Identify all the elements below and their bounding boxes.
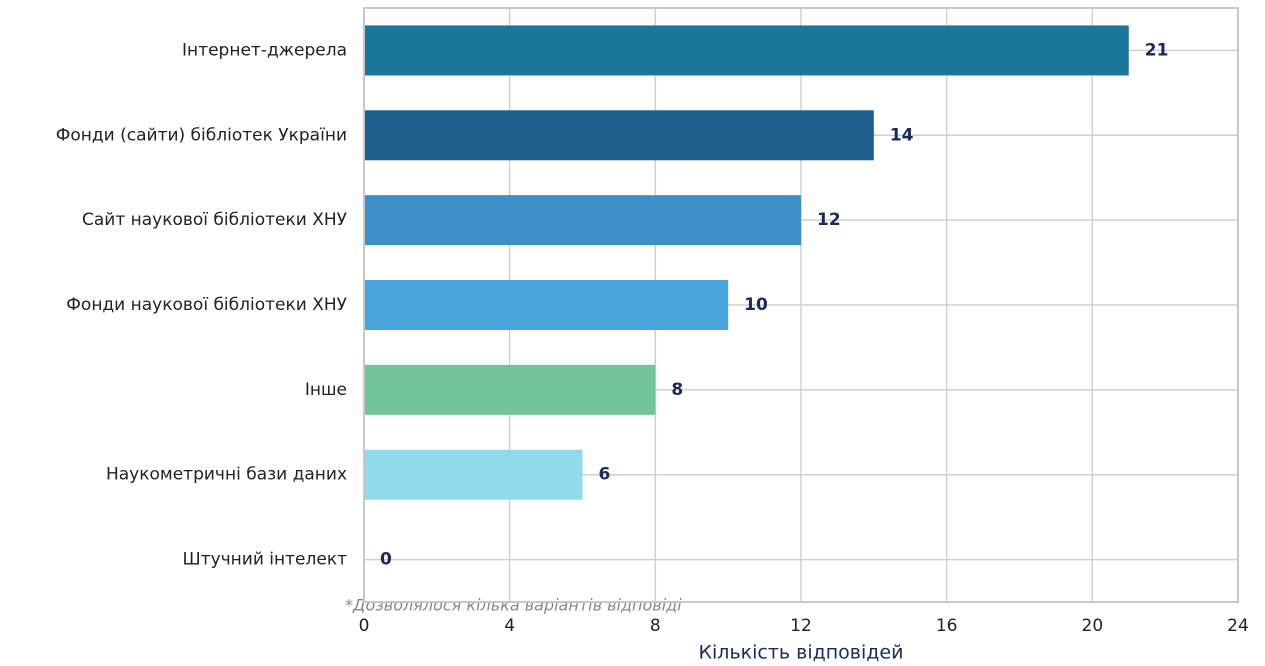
bar bbox=[364, 110, 874, 161]
x-tick-label: 8 bbox=[650, 616, 661, 636]
bar bbox=[364, 25, 1129, 76]
value-label: 0 bbox=[380, 550, 392, 570]
x-tick-label: 24 bbox=[1227, 616, 1249, 636]
y-tick-label: Наукометричні бази даних bbox=[106, 465, 347, 485]
x-tick-label: 16 bbox=[936, 616, 958, 636]
bar bbox=[364, 195, 801, 246]
y-tick-label: Фонди наукової бібліотеки ХНУ bbox=[66, 295, 347, 315]
value-label: 10 bbox=[744, 295, 768, 315]
x-tick-label: 20 bbox=[1082, 616, 1104, 636]
value-label: 14 bbox=[890, 125, 914, 145]
bar bbox=[364, 280, 729, 330]
value-label: 8 bbox=[671, 380, 683, 400]
value-label: 21 bbox=[1145, 40, 1169, 60]
x-axis-label: Кількість відповідей bbox=[699, 642, 904, 664]
value-label: 12 bbox=[817, 210, 841, 230]
y-tick-label: Інше bbox=[305, 380, 347, 400]
y-tick-label: Сайт наукової бібліотеки ХНУ bbox=[82, 210, 348, 230]
y-tick-label: Штучний інтелект bbox=[183, 550, 348, 570]
value-label: 6 bbox=[599, 465, 611, 485]
x-tick-label: 0 bbox=[359, 616, 370, 636]
bar bbox=[364, 449, 583, 500]
plot-frame bbox=[363, 7, 1239, 603]
bar bbox=[364, 364, 656, 415]
y-tick-label: Інтернет-джерела bbox=[182, 40, 347, 60]
annotation: *Дозволялося кілька варіантів відповіді bbox=[345, 596, 682, 615]
y-tick-label: Фонди (сайти) бібліотек України bbox=[56, 125, 347, 145]
x-tick-label: 12 bbox=[790, 616, 812, 636]
x-tick-label: 4 bbox=[504, 616, 515, 636]
